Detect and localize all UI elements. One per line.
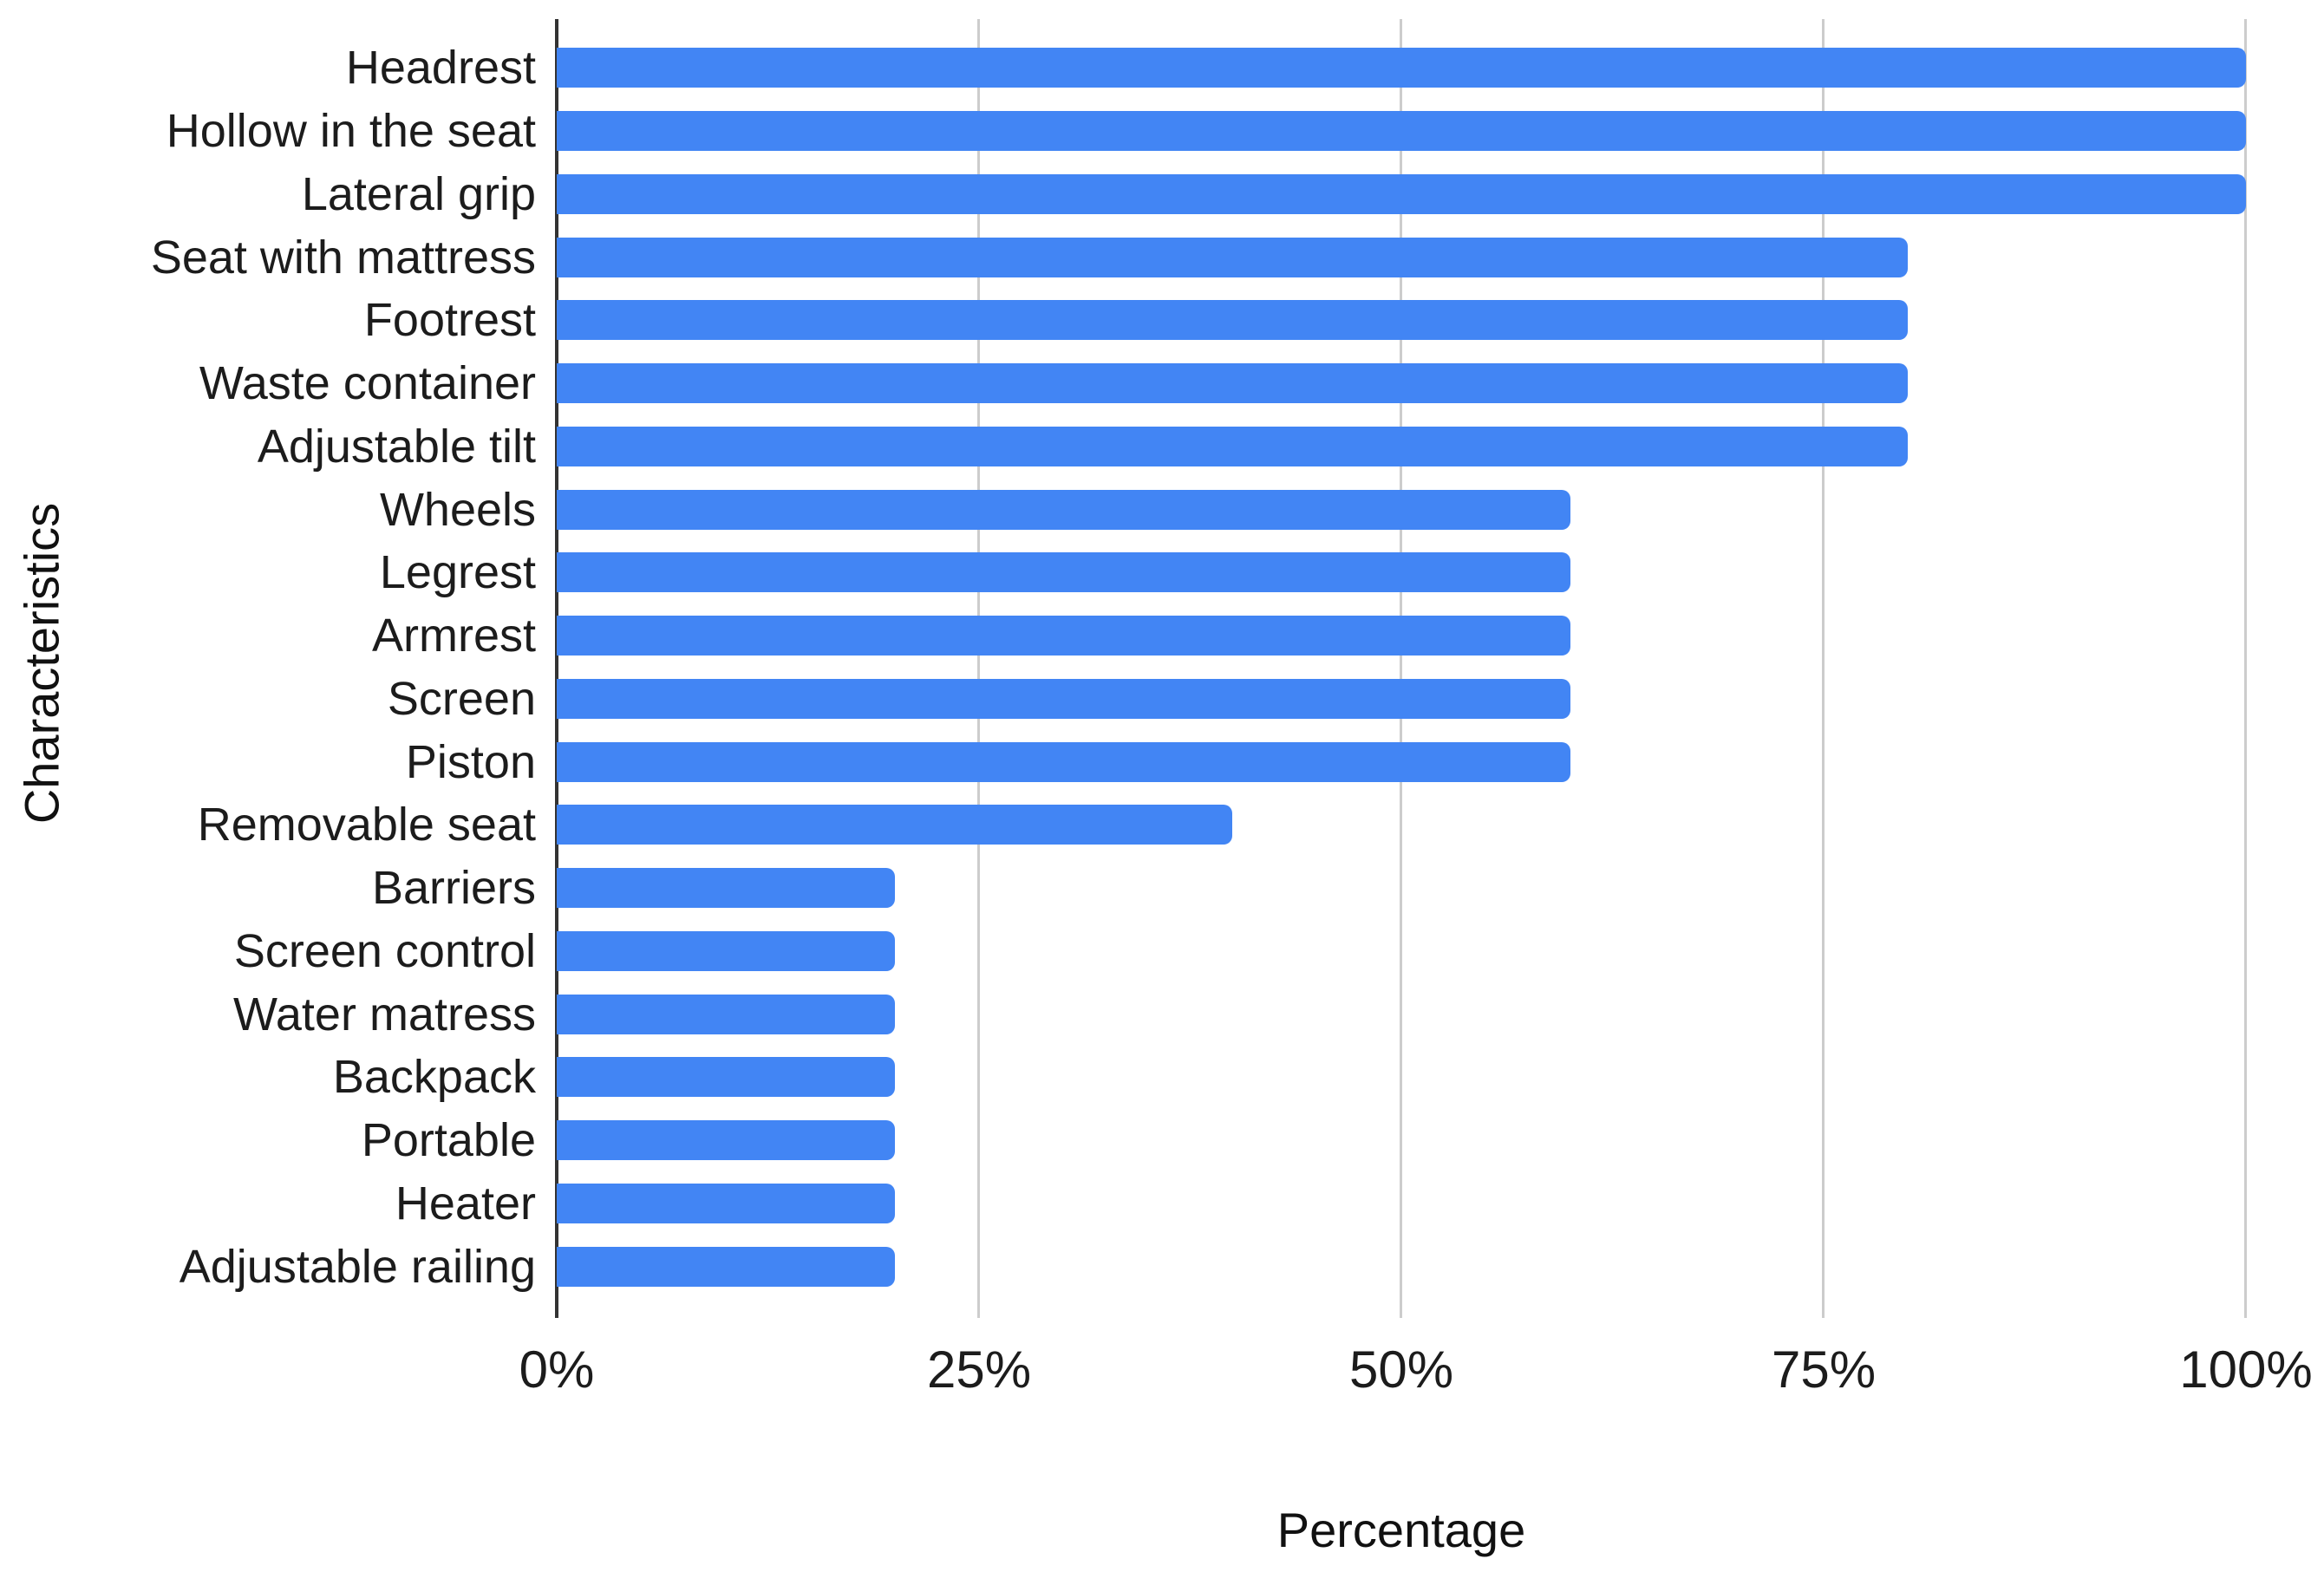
category-label: Removable seat [197, 799, 536, 851]
category-label: Footrest [363, 294, 536, 347]
bar-row [557, 730, 2246, 793]
bar [557, 426, 1909, 466]
category-label: Seat with mattress [150, 231, 536, 284]
bar [557, 1246, 895, 1287]
gridline [1400, 19, 1402, 1318]
category-label: Piston [405, 735, 536, 788]
category-label: Lateral grip [301, 167, 536, 220]
bar-row [557, 1109, 2246, 1172]
bar-row [557, 478, 2246, 541]
bar-row [557, 100, 2246, 163]
bar-row [557, 668, 2246, 731]
bar-row [557, 604, 2246, 668]
gridline [2244, 19, 2247, 1318]
bar [557, 48, 2246, 88]
bar [557, 994, 895, 1034]
category-labels: Headrest Hollow in the seat Lateral grip Se… [0, 36, 536, 1298]
category-label: Legrest [379, 546, 536, 599]
category-label: Hollow in the seat [166, 105, 536, 158]
bar-row [557, 1172, 2246, 1236]
x-axis-title: Percentage [1276, 1503, 1526, 1557]
bar-row [557, 541, 2246, 604]
bar [557, 930, 895, 971]
bar [557, 1057, 895, 1098]
category-label: Armrest [372, 610, 536, 662]
bar [557, 111, 2246, 152]
bar [557, 300, 1909, 341]
y-axis-line [555, 19, 558, 1318]
bar [557, 1120, 895, 1161]
gridline [1822, 19, 1825, 1318]
bar-row [557, 163, 2246, 226]
category-label: Adjustable tilt [257, 420, 536, 473]
x-tick-label: 100% [2179, 1340, 2313, 1399]
bar [557, 741, 1570, 782]
bar-row [557, 352, 2246, 415]
bar [557, 678, 1570, 719]
category-label: Waste container [199, 357, 536, 410]
bar-row [557, 920, 2246, 983]
bar-row [557, 289, 2246, 352]
category-label: Barriers [371, 862, 536, 915]
bar [557, 616, 1570, 656]
bar-row [557, 225, 2246, 289]
gridline [977, 19, 980, 1318]
x-tick-label: 25% [926, 1340, 1032, 1399]
plot-area [557, 36, 2246, 1298]
category-label: Wheels [379, 483, 536, 536]
bar [557, 489, 1570, 530]
bar [557, 1183, 895, 1223]
bar-row [557, 415, 2246, 479]
bar-row [557, 857, 2246, 920]
category-label: Portable [361, 1114, 536, 1167]
category-label: Headrest [345, 42, 536, 95]
bar-row [557, 36, 2246, 100]
category-label: Water matress [232, 988, 536, 1040]
plot-grid [555, 19, 2247, 1318]
bar-row [557, 793, 2246, 857]
x-tick-label: 50% [1348, 1340, 1454, 1399]
bar [557, 805, 1233, 845]
x-tick-label: 75% [1771, 1340, 1877, 1399]
category-label: Screen [387, 672, 536, 725]
category-label: Heater [395, 1177, 536, 1230]
category-label: Adjustable railing [179, 1240, 536, 1293]
x-axis-ticks: 0% 25% 50% 75% 100% [519, 1340, 2313, 1409]
bar-row [557, 1046, 2246, 1109]
bar [557, 868, 895, 909]
bar-row [557, 982, 2246, 1046]
category-label: Backpack [332, 1051, 536, 1104]
x-tick-label: 0% [519, 1340, 595, 1399]
bar [557, 173, 2246, 214]
bar [557, 237, 1909, 277]
bar [557, 363, 1909, 404]
bar-row [557, 1235, 2246, 1298]
category-label: Screen control [233, 924, 536, 977]
bar [557, 552, 1570, 593]
